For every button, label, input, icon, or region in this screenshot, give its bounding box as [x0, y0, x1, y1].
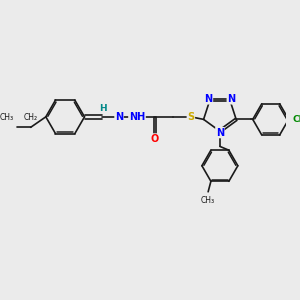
Text: N: N — [227, 94, 236, 104]
Text: N: N — [204, 94, 212, 104]
Text: N: N — [115, 112, 123, 122]
Text: NH: NH — [129, 112, 145, 122]
Text: Cl: Cl — [293, 115, 300, 124]
Text: CH₃: CH₃ — [0, 113, 14, 122]
Text: S: S — [187, 112, 194, 122]
Text: CH₃: CH₃ — [201, 196, 215, 206]
Text: H: H — [99, 103, 106, 112]
Text: CH₂: CH₂ — [24, 113, 38, 122]
Text: N: N — [216, 128, 224, 138]
Text: O: O — [151, 134, 159, 144]
